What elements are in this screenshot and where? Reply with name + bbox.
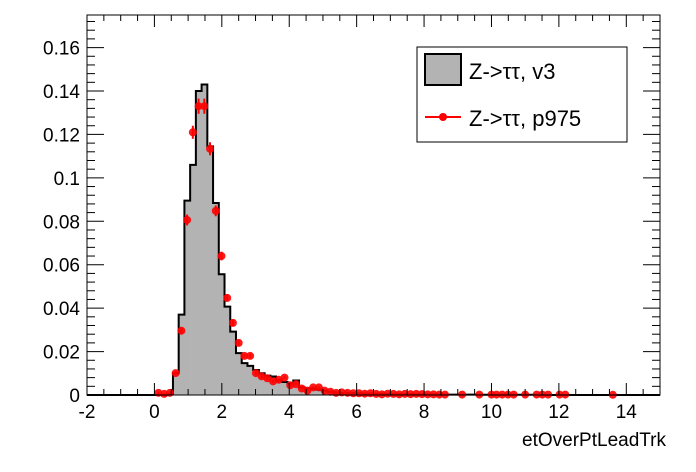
data-point: [188, 128, 197, 137]
data-point: [280, 373, 289, 382]
histogram-bin: [258, 373, 265, 395]
data-point: [395, 390, 404, 399]
data-point: [372, 389, 381, 398]
data-point: [183, 215, 192, 224]
data-point: [429, 390, 438, 399]
y-tick-label: 0.1: [54, 169, 80, 190]
x-tick-label: 12: [548, 402, 569, 423]
data-point: [234, 338, 243, 347]
histogram-bin: [172, 373, 179, 395]
histogram-bin: [235, 353, 243, 395]
legend-label-histogram: Z->ττ, v3: [469, 59, 555, 84]
y-tick-label: 0: [69, 386, 80, 407]
x-tick-label: -2: [79, 402, 96, 423]
histogram-bin: [207, 146, 214, 395]
x-tick-label: 6: [351, 402, 362, 423]
histogram-bin: [201, 84, 208, 395]
histogram-bin: [184, 200, 191, 395]
legend-label-points: Z->ττ, p975: [469, 106, 581, 131]
legend-swatch-histogram: [424, 53, 462, 86]
y-tick-label: 0.14: [43, 82, 80, 103]
x-tick-label: 4: [284, 402, 295, 423]
data-point: [171, 369, 180, 378]
histogram-bin: [264, 375, 271, 395]
histogram-bin: [281, 381, 288, 395]
axes-layer: -2 0 2 4 6 8 10 12 1400.020.040.060.080.10.120.1…: [43, 15, 661, 423]
y-tick-label: 0.04: [43, 299, 80, 320]
data-point: [240, 351, 249, 360]
x-tick-label: 8: [419, 402, 430, 423]
histogram-bin: [253, 370, 260, 395]
histogram-bin: [178, 314, 185, 395]
histogram-bin: [316, 389, 323, 395]
x-axis-title: etOverPtLeadTrk: [522, 430, 666, 451]
histogram-bin: [190, 164, 197, 395]
histogram-bin: [224, 306, 231, 395]
data-point: [217, 252, 226, 261]
data-point: [360, 389, 369, 398]
data-point: [194, 102, 203, 111]
histogram-bin: [247, 365, 254, 395]
data-point: [383, 389, 392, 398]
x-tick-label: 0: [149, 402, 160, 423]
y-tick-label: 0.02: [43, 343, 80, 364]
data-point: [412, 389, 421, 398]
y-tick-label: 0.08: [43, 212, 80, 233]
x-tick-label: 14: [616, 402, 638, 423]
data-point: [291, 380, 300, 389]
histogram-bin: [241, 363, 248, 395]
histogram-bin: [270, 376, 277, 395]
y-tick-label: 0.16: [43, 39, 80, 60]
x-tick-label: 10: [481, 402, 502, 423]
data-point: [406, 390, 415, 399]
data-point: [206, 144, 215, 153]
histogram-bin: [276, 380, 283, 395]
y-tick-label: 0.12: [43, 125, 80, 146]
data-point: [423, 390, 432, 399]
data-point: [200, 102, 209, 111]
data-point: [389, 389, 398, 398]
histogram-bin: [218, 274, 225, 395]
histogram-bin: [213, 203, 220, 395]
legend-marker-points: [439, 113, 447, 121]
histogram-bin: [230, 331, 237, 395]
histogram-bin: [310, 388, 317, 395]
data-point: [246, 351, 255, 360]
data-point: [223, 293, 232, 302]
data-point: [211, 206, 220, 215]
data-point: [177, 326, 186, 335]
data-point: [165, 388, 174, 397]
data-point: [228, 318, 237, 327]
data-point: [309, 383, 318, 392]
legend: Z->ττ, v3 Z->ττ, p975: [416, 46, 628, 143]
x-tick-label: 2: [217, 402, 228, 423]
y-tick-label: 0.06: [43, 256, 80, 277]
histogram-bin: [287, 383, 294, 395]
histogram-bin: [195, 91, 202, 395]
